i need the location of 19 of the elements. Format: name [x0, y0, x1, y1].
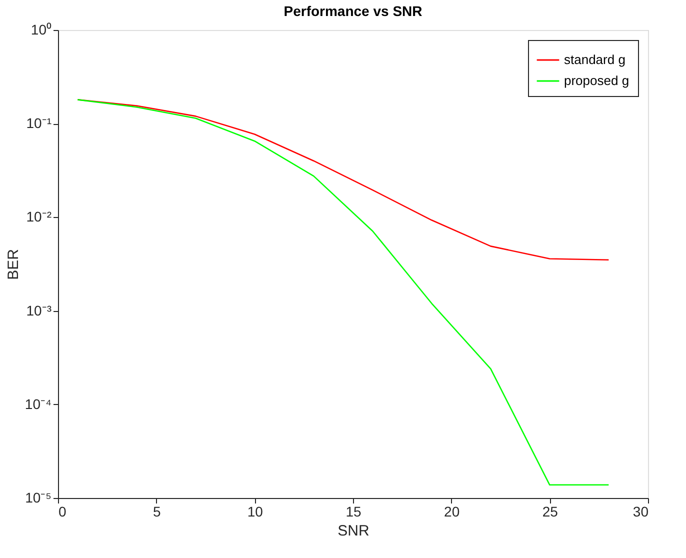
x-tick-label: 0	[58, 504, 66, 520]
y-tick-label: 10⁰	[30, 22, 52, 38]
y-axis-title: BER	[4, 248, 22, 280]
y-tick-label: 10⁻⁴	[24, 396, 52, 412]
x-tick-label: 25	[542, 504, 558, 520]
y-tick-label: 10⁻⁵	[25, 490, 52, 506]
x-tick-label: 30	[632, 504, 649, 520]
y-tick-label: 10⁻³	[26, 302, 52, 318]
x-axis-title: SNR	[338, 522, 370, 540]
legend-label: standard g	[564, 52, 626, 67]
line-series	[77, 99, 610, 486]
x-tick-label: 20	[444, 504, 460, 520]
y-tick-label: 10⁻²	[26, 208, 52, 225]
x-tick-label: 15	[346, 504, 362, 520]
legend-label: proposed g	[564, 73, 630, 88]
y-tick-label: 10⁻¹	[26, 115, 52, 132]
x-tick-label: 10	[247, 504, 264, 520]
x-tick-label: 5	[152, 504, 161, 520]
chart-title: Performance vs SNR	[284, 3, 422, 19]
